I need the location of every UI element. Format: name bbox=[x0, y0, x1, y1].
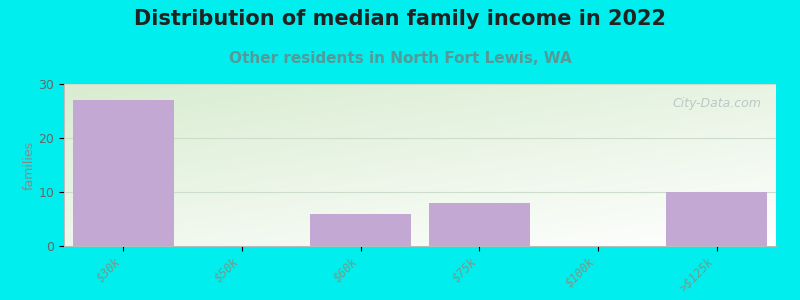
Y-axis label: families: families bbox=[22, 140, 36, 190]
Bar bbox=[73, 100, 174, 246]
Bar bbox=[429, 203, 530, 246]
Bar bbox=[310, 214, 411, 246]
Text: City-Data.com: City-Data.com bbox=[673, 97, 762, 110]
Text: Distribution of median family income in 2022: Distribution of median family income in … bbox=[134, 9, 666, 29]
Bar bbox=[666, 192, 767, 246]
Text: Other residents in North Fort Lewis, WA: Other residents in North Fort Lewis, WA bbox=[229, 51, 571, 66]
